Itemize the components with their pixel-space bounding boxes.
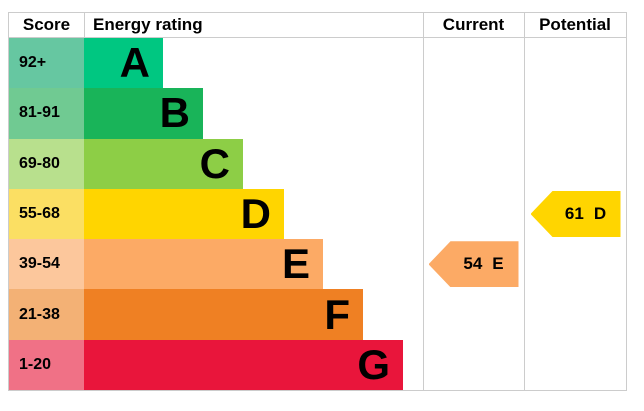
score-range-cell: 92+	[9, 38, 84, 89]
rating-bar-b: B	[84, 88, 203, 139]
band-row-d: 55-68 D	[9, 188, 626, 240]
score-range-cell: 69-80	[9, 138, 84, 189]
band-row-g: 1-20 G	[9, 339, 626, 390]
rating-bar-d: D	[84, 188, 284, 240]
potential-rating-arrow: 61 D	[530, 191, 621, 237]
band-row-f: 21-38 F	[9, 289, 626, 340]
band-row-c: 69-80 C	[9, 138, 626, 189]
score-range-cell: 39-54	[9, 239, 84, 290]
potential-column-divider	[524, 13, 525, 390]
score-range-cell: 55-68	[9, 188, 84, 240]
rating-bar-c: C	[84, 138, 243, 189]
band-row-a: 92+ A	[9, 38, 626, 89]
band-rows: 92+ A 81-91 B 69-80 C 55-68 D 39-54 E 21-38 F 1-20 G	[9, 38, 626, 390]
rating-bar-e: E	[84, 239, 323, 290]
current-score-value: 54	[463, 254, 483, 274]
current-rating-letter: E	[492, 254, 504, 274]
potential-column-header: Potential	[539, 15, 611, 34]
table-header: Score Energy rating Current Potential	[9, 13, 626, 38]
epc-table: Score Energy rating Current Potential 92…	[8, 12, 627, 391]
current-column-divider	[423, 13, 424, 390]
rating-bar-a: A	[84, 38, 163, 89]
energy-rating-column-header: Energy rating	[93, 15, 203, 34]
band-row-b: 81-91 B	[9, 88, 626, 139]
potential-rating-letter: D	[593, 204, 607, 223]
band-row-e: 39-54 E	[9, 239, 626, 290]
score-column-header: Score	[22, 15, 71, 34]
rating-bar-f: F	[84, 289, 363, 340]
score-range-cell: 1-20	[9, 339, 84, 390]
score-range-cell: 21-38	[9, 289, 84, 340]
rating-bar-g: G	[84, 339, 403, 390]
current-column-header: Current	[442, 15, 505, 34]
score-range-cell: 81-91	[9, 88, 84, 139]
potential-score-value: 61	[564, 204, 584, 223]
current-rating-arrow: 54 E	[428, 241, 519, 288]
